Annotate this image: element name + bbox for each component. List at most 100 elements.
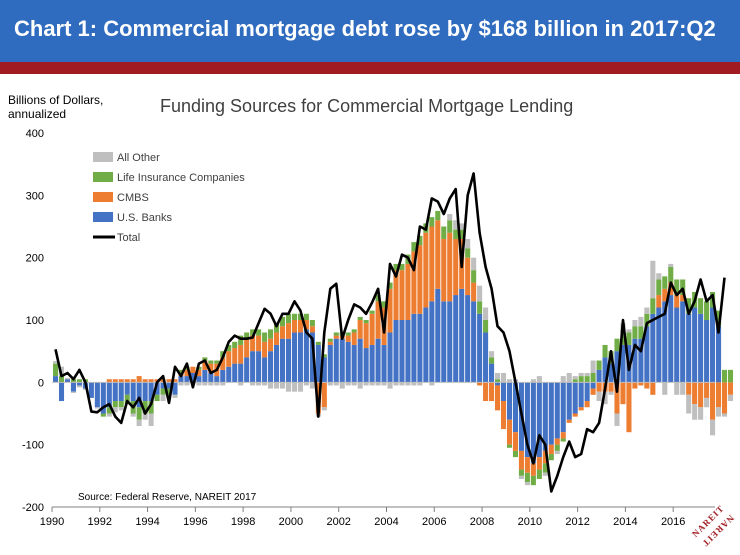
bar-segment [226,344,232,352]
bar-segment [297,332,303,383]
bar-segment [489,357,495,364]
bar-segment [303,382,309,386]
bar-segment [208,360,214,364]
bar-segment [656,273,662,280]
bar-segment [166,388,172,395]
bar-segment [381,301,387,308]
bar-segment [345,332,351,336]
bar-segment [483,382,489,402]
bar-segment [327,344,333,383]
bar-segment [184,369,190,377]
bar-segment [477,301,483,314]
bar-segment [53,363,59,377]
bar-segment [668,295,674,383]
bar-segment [178,369,184,373]
bar-segment [662,288,668,302]
bar-segment [58,376,65,383]
bar-segment [321,354,327,358]
bar-segment [178,382,184,386]
bar-segment [524,382,530,458]
bar-segment [644,326,650,383]
bar-segment [118,407,124,411]
bar-segment [136,407,142,420]
x-tick-label: 1992 [88,516,112,528]
bar-segment [285,313,292,324]
bar-segment [196,369,202,377]
bar-segment [399,270,405,320]
bar-segment [704,320,710,383]
bar-segment [554,444,560,451]
bar-segment [602,391,608,405]
bar-segment [417,245,423,314]
bar-segment [506,444,513,448]
bar-segment [668,267,674,283]
bar-segment [680,382,686,395]
bar-segment [721,369,728,383]
bar-segment [136,382,142,408]
bar-segment [548,382,554,445]
bar-segment [268,382,274,389]
nareit-logo: NAREIT NAREIT [690,503,736,549]
bar-segment [662,276,668,289]
bar-segment [638,316,644,327]
bar-segment [184,376,190,383]
bar-segment [333,335,339,339]
bar-segment [148,401,154,414]
bar-segment [309,382,315,389]
bar-segment [411,251,417,314]
y-tick-label: 100 [26,315,44,327]
x-tick-label: 1996 [183,516,207,528]
bar-segment [53,361,59,364]
bar-segment [572,382,578,414]
bar-segment [411,242,417,252]
bar-segment [453,238,459,296]
bar-segment [632,320,638,327]
bar-segment [512,432,518,451]
x-tick-label: 2002 [326,516,350,528]
bar-segment [118,382,124,402]
bar-segment [262,332,268,342]
bar-segment [596,369,602,383]
bar-segment [393,320,399,383]
bar-segment [506,379,513,383]
bar-segment [614,413,620,426]
bar-segment [536,376,542,383]
bar-segment [291,382,297,392]
bar-segment [638,338,644,383]
bar-segment [399,263,405,271]
bar-segment [530,475,536,486]
bar-segment [459,229,465,239]
bar-segment [423,307,429,383]
bar-segment [566,372,572,383]
bar-segment [596,391,602,402]
bar-segment [369,344,375,383]
bar-segment [417,313,423,383]
bar-segment [202,382,208,386]
bar-segment [238,363,244,383]
bar-segment [393,382,399,386]
bar-segment [459,223,465,230]
bar-segment [124,379,130,383]
bar-segment [721,413,728,417]
bar-segment [70,382,76,392]
bar-segment [351,329,357,333]
bar-segment [321,407,327,411]
bar-segment [500,372,507,383]
bar-segment [351,332,357,345]
bar-segment [369,310,375,314]
bar-segment [518,475,524,479]
bar-segment [578,376,584,383]
bar-segment [483,320,489,333]
bar-segment [351,344,357,383]
bar-segment [250,329,256,336]
bar-segment [608,391,614,395]
bar-segment [578,407,584,411]
x-tick-label: 2014 [613,516,637,528]
bar-segment [399,320,405,383]
x-tick-label: 2006 [422,516,446,528]
bar-segment [262,382,268,386]
bar-segment [477,285,483,302]
bar-segment [560,376,566,383]
bar-segment [112,407,118,413]
bar-segment [327,382,333,386]
